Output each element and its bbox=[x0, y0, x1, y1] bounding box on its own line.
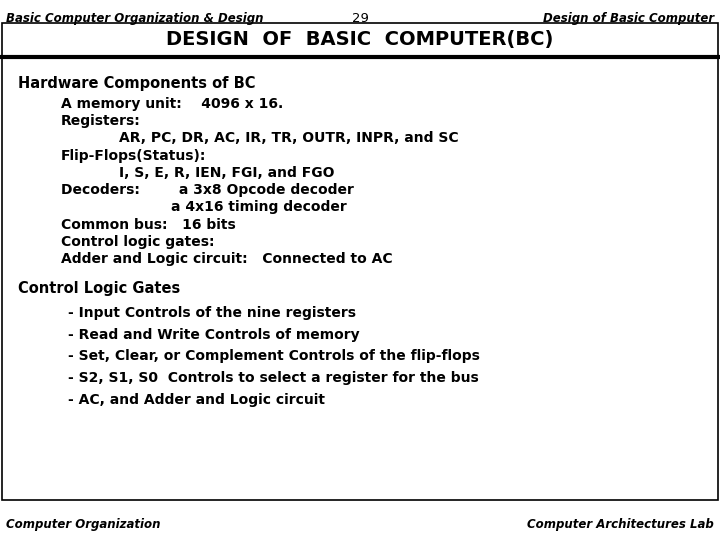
Text: - AC, and Adder and Logic circuit: - AC, and Adder and Logic circuit bbox=[68, 393, 325, 407]
Text: A memory unit:    4096 x 16.: A memory unit: 4096 x 16. bbox=[61, 97, 284, 111]
Text: Registers:: Registers: bbox=[61, 114, 141, 128]
Text: a 4x16 timing decoder: a 4x16 timing decoder bbox=[171, 200, 347, 214]
FancyBboxPatch shape bbox=[2, 23, 718, 57]
Text: Common bus:   16 bits: Common bus: 16 bits bbox=[61, 218, 236, 232]
Text: I, S, E, R, IEN, FGI, and FGO: I, S, E, R, IEN, FGI, and FGO bbox=[119, 166, 334, 180]
Text: Computer Organization: Computer Organization bbox=[6, 518, 161, 531]
Text: Basic Computer Organization & Design: Basic Computer Organization & Design bbox=[6, 12, 264, 25]
Text: Hardware Components of BC: Hardware Components of BC bbox=[18, 76, 256, 91]
Text: Control logic gates:: Control logic gates: bbox=[61, 235, 215, 249]
Text: Decoders:        a 3x8 Opcode decoder: Decoders: a 3x8 Opcode decoder bbox=[61, 183, 354, 197]
Text: Adder and Logic circuit:   Connected to AC: Adder and Logic circuit: Connected to AC bbox=[61, 252, 393, 266]
Text: - Input Controls of the nine registers: - Input Controls of the nine registers bbox=[68, 306, 356, 320]
Text: - S2, S1, S0  Controls to select a register for the bus: - S2, S1, S0 Controls to select a regist… bbox=[68, 371, 479, 385]
Text: AR, PC, DR, AC, IR, TR, OUTR, INPR, and SC: AR, PC, DR, AC, IR, TR, OUTR, INPR, and … bbox=[119, 131, 459, 145]
Text: Design of Basic Computer: Design of Basic Computer bbox=[543, 12, 714, 25]
Text: Flip-Flops(Status):: Flip-Flops(Status): bbox=[61, 148, 207, 163]
Text: - Set, Clear, or Complement Controls of the flip-flops: - Set, Clear, or Complement Controls of … bbox=[68, 349, 480, 363]
Text: 29: 29 bbox=[351, 12, 369, 25]
Text: - Read and Write Controls of memory: - Read and Write Controls of memory bbox=[68, 328, 360, 342]
Text: Computer Architectures Lab: Computer Architectures Lab bbox=[528, 518, 714, 531]
Text: DESIGN  OF  BASIC  COMPUTER(BC): DESIGN OF BASIC COMPUTER(BC) bbox=[166, 30, 554, 50]
FancyBboxPatch shape bbox=[2, 57, 718, 500]
Text: Control Logic Gates: Control Logic Gates bbox=[18, 281, 180, 296]
